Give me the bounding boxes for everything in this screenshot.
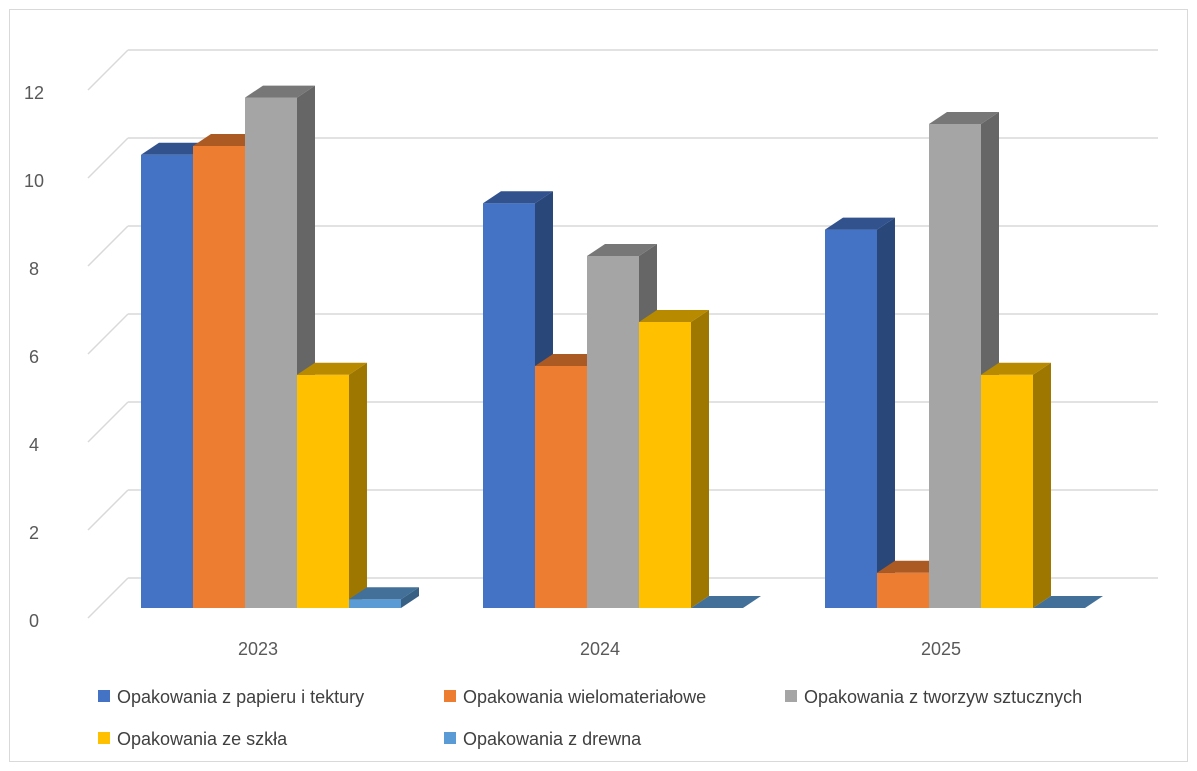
bar-front [349,599,401,608]
bar-front [535,366,587,608]
legend-item: Opakowania ze szkła [98,729,288,749]
legend-swatch [444,732,456,744]
bar-side [349,362,367,608]
legend: Opakowania z papieru i tektury Opakowania… [98,687,1082,749]
y-tick-label: 8 [29,259,39,279]
x-tick-label: 2024 [580,639,620,659]
gridline-side [87,313,129,355]
bar-top [587,244,657,256]
gridline-side [87,225,129,267]
bar-front [483,203,535,608]
bar-side [691,310,709,608]
bars [141,85,1103,609]
legend-label: Opakowania z tworzyw sztucznych [804,687,1082,707]
y-axis-ticks: 0 2 4 6 8 10 12 [24,83,44,631]
y-tick-label: 10 [24,171,44,191]
gridline-side [87,489,129,531]
bar-front [193,146,245,608]
bar-top [691,596,761,608]
bar-top [297,362,367,375]
y-tick-label: 2 [29,523,39,543]
bar-top [825,217,895,230]
gridline-side [87,49,129,91]
y-tick-label: 6 [29,347,39,367]
legend-label: Opakowania ze szkła [117,729,288,749]
legend-item: Opakowania wielomateriałowe [444,687,706,707]
bar-front [141,154,193,609]
x-tick-label: 2023 [238,639,278,659]
y-tick-label: 0 [29,611,39,631]
legend-item: Opakowania z papieru i tektury [98,687,364,707]
bar-front [587,256,639,608]
bar [297,362,367,608]
gridline-side [87,137,129,179]
legend-swatch [444,690,456,702]
bar-front [929,124,981,608]
y-tick-label: 4 [29,435,39,455]
legend-label: Opakowania wielomateriałowe [463,687,706,707]
bar-front [981,374,1033,608]
y-tick-label: 12 [24,83,44,103]
bar-front [825,229,877,608]
bar [349,587,419,608]
bar [981,362,1051,608]
x-tick-label: 2025 [921,639,961,659]
legend-label: Opakowania z papieru i tektury [117,687,364,707]
bar-side [877,217,895,608]
bar [825,217,895,608]
bar-front [297,374,349,608]
legend-swatch [785,690,797,702]
legend-item: Opakowania z tworzyw sztucznych [785,687,1082,707]
gridline-side [87,401,129,443]
bar-top [929,112,999,124]
bar-front [245,97,297,608]
bar [691,596,761,608]
bar-top [1033,596,1103,608]
bar-top [483,191,553,204]
x-axis-ticks: 2023 2024 2025 [238,639,961,659]
bar-side [1033,362,1051,608]
legend-swatch [98,690,110,702]
bar-front [877,572,929,608]
bar [639,310,709,608]
bar-side [401,587,419,608]
bar-top [245,85,315,98]
legend-item: Opakowania z drewna [444,729,642,749]
legend-label: Opakowania z drewna [463,729,642,749]
bar-front [639,322,691,608]
bar-top [639,310,709,322]
bar-top [981,362,1051,375]
bar [1033,596,1103,608]
legend-swatch [98,732,110,744]
bar-top [349,587,419,600]
gridline-side [87,577,129,619]
